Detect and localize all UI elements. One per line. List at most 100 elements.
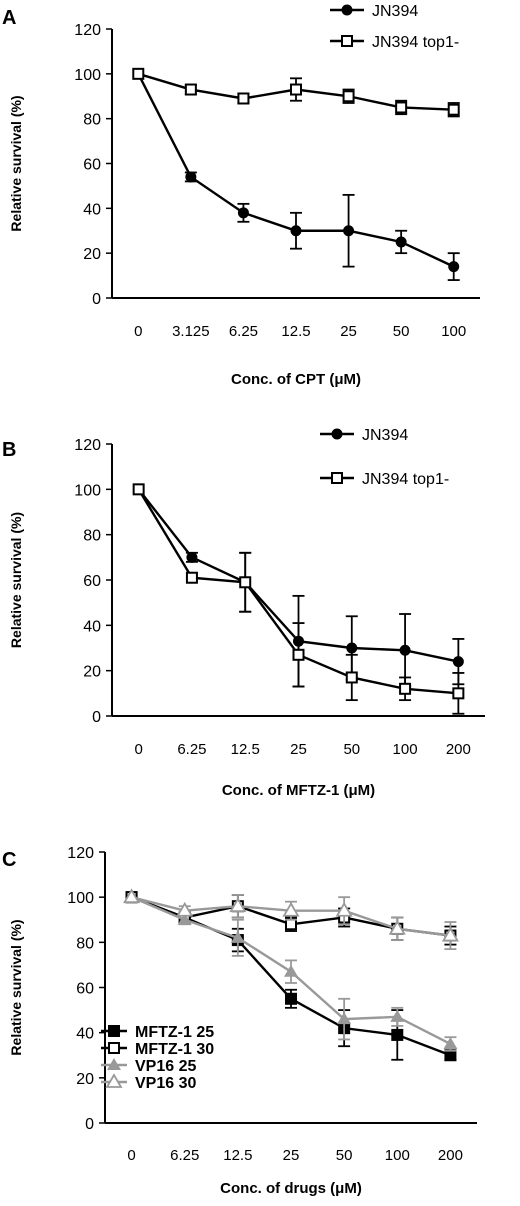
x-tick-label: 0 [127, 1147, 135, 1164]
x-tick-label: 6.25 [177, 741, 206, 758]
x-tick-label: 50 [343, 741, 360, 758]
y-tick-label: 100 [67, 890, 94, 907]
legend: JN394 JN394 top1- [320, 427, 449, 488]
data-point [184, 83, 197, 96]
legend-marker [108, 1025, 120, 1037]
data-point [290, 83, 302, 96]
chart-panel-a: A 0 20 40 60 80 100 120 0 3.125 6.25 12.5 25 50 100 Con… [2, 3, 480, 388]
data-point [284, 964, 298, 977]
data-point [185, 171, 197, 183]
data-point [176, 901, 194, 917]
x-tick-label: 0 [134, 323, 142, 340]
series-vp16-30 [123, 888, 459, 951]
data-point [237, 207, 249, 219]
x-tick-label: 6.25 [229, 323, 258, 340]
x-tick-label: 25 [340, 323, 357, 340]
data-point [452, 656, 464, 668]
x-tick-label: 100 [385, 1147, 410, 1164]
data-point [390, 1009, 405, 1022]
data-point [185, 571, 198, 584]
y-tick-label: 60 [83, 157, 101, 174]
x-tick-label: 12.5 [231, 741, 260, 758]
legend-marker [105, 1073, 123, 1088]
legend-marker [331, 472, 343, 484]
data-point [399, 644, 411, 656]
x-tick-label: 50 [393, 323, 410, 340]
data-point [282, 901, 300, 917]
legend: JN394 JN394 top1- [330, 3, 459, 51]
legend-marker [341, 4, 353, 16]
x-tick-label: 100 [393, 741, 418, 758]
data-point [123, 888, 141, 904]
series-jn394-top1- [132, 483, 465, 715]
y-axis-label: Relative survival (%) [8, 95, 24, 231]
data-point [292, 648, 305, 661]
chart-panel-c: C 0 20 40 60 80 100 120 0 6.25 12.5 25 50 100 200 Conc.… [2, 845, 477, 1197]
data-point [229, 897, 247, 913]
x-tick-label: 12.5 [223, 1147, 252, 1164]
data-point [285, 918, 297, 931]
x-tick-label: 200 [446, 741, 471, 758]
x-axis-label: Conc. of CPT (μM) [231, 371, 361, 388]
x-tick-label: 200 [438, 1147, 463, 1164]
data-point [343, 225, 355, 237]
data-point [444, 1049, 457, 1062]
legend-marker [331, 428, 343, 440]
legend-label: VP16 25 [135, 1058, 196, 1075]
legend-label: JN394 [372, 3, 418, 20]
data-point [230, 930, 245, 943]
data-point [285, 992, 297, 1005]
y-tick-label: 20 [83, 246, 101, 263]
legend-label: VP16 30 [135, 1075, 196, 1092]
y-axis-label: Relative survival (%) [8, 919, 24, 1055]
series-jn394-top1- [132, 67, 460, 118]
data-point [132, 67, 145, 80]
y-tick-label: 120 [74, 437, 101, 454]
series-jn394 [132, 68, 460, 281]
data-point [441, 926, 459, 942]
data-point [395, 236, 407, 248]
x-tick-label: 3.125 [172, 323, 210, 340]
y-tick-label: 120 [74, 22, 101, 39]
x-tick-label: 0 [134, 741, 142, 758]
data-point [177, 912, 192, 925]
y-tick-label: 0 [85, 1116, 94, 1133]
data-point [237, 92, 250, 105]
data-point [447, 103, 460, 116]
x-tick-label: 25 [283, 1147, 300, 1164]
data-point [443, 1036, 458, 1049]
y-tick-label: 40 [83, 618, 101, 635]
data-point [342, 90, 355, 103]
x-tick-label: 6.25 [170, 1147, 199, 1164]
data-point [346, 642, 358, 654]
legend-label: JN394 top1- [362, 471, 449, 488]
legend-marker [341, 35, 353, 47]
y-tick-label: 60 [83, 573, 101, 590]
x-tick-label: 100 [441, 323, 466, 340]
series-vp16-25 [124, 890, 458, 1052]
y-tick-label: 60 [76, 981, 94, 998]
chart-panel-b: B 0 20 40 60 80 100 120 0 6.25 12.5 25 50 100 200 Conc.… [2, 427, 485, 799]
legend-label: JN394 top1- [372, 34, 459, 51]
panel-letter: C [2, 849, 16, 871]
y-tick-label: 40 [83, 201, 101, 218]
y-tick-label: 80 [83, 112, 101, 129]
x-tick-label: 12.5 [281, 323, 310, 340]
data-point [345, 671, 358, 684]
y-tick-label: 80 [76, 935, 94, 952]
y-tick-label: 100 [74, 482, 101, 499]
data-point [186, 551, 198, 563]
y-tick-label: 20 [76, 1071, 94, 1088]
x-axis-label: Conc. of MFTZ-1 (μM) [222, 782, 375, 799]
data-point [239, 576, 252, 589]
data-point [337, 1012, 352, 1025]
data-point [399, 682, 412, 695]
data-point [388, 919, 406, 935]
y-tick-label: 120 [67, 845, 94, 862]
data-point [290, 225, 302, 237]
panel-letter: B [2, 439, 16, 461]
x-tick-label: 25 [290, 741, 307, 758]
legend-label: MFTZ-1 25 [135, 1024, 214, 1041]
